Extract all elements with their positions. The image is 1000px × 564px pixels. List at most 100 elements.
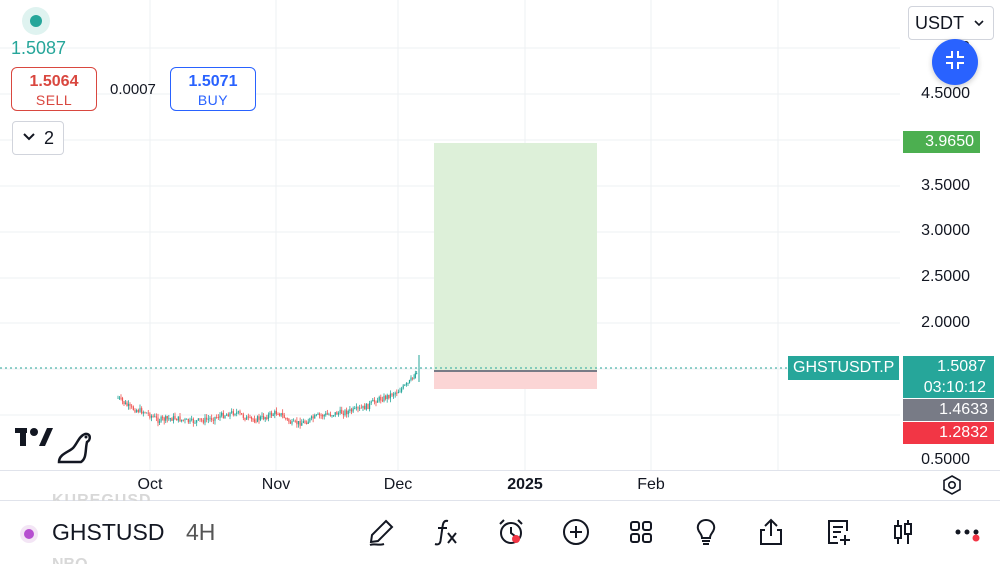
candle-body [221,412,223,416]
candle-body [234,413,236,415]
candle-body [380,396,382,401]
candle-body [365,403,367,410]
candle-body [126,402,128,406]
candle-body [134,409,136,413]
candles [117,355,420,429]
candle-body [241,413,243,415]
ideas-button[interactable] [689,515,723,549]
candle-body [237,411,239,413]
candle-body [176,418,178,421]
candle-body [341,409,343,414]
candle-body [317,413,319,415]
loss-zone[interactable] [434,371,597,389]
candle-body [227,414,229,417]
candle-body [179,416,181,422]
candle-body [242,414,244,418]
candle-body [328,414,330,416]
candle-body [256,416,259,422]
candle-body [407,383,409,384]
chart-type-button[interactable] [886,515,920,549]
candle-body [117,397,119,399]
candle-body [199,418,201,420]
behind-list-text: KUREGUSD [52,492,152,501]
candle-body [182,419,184,421]
chart-area[interactable] [0,0,900,470]
candle-body [163,417,165,421]
candle-body [325,413,327,415]
draw-button[interactable] [364,515,398,549]
candle-body [318,413,321,416]
sell-price: 1.5064 [29,73,79,90]
candle-body [186,418,188,420]
price-tick: 4.5000 [921,85,970,102]
indicators-icon [434,519,457,546]
candle-body [217,417,219,419]
layouts-icon [630,521,652,543]
candle-body [259,416,262,420]
indicators-button[interactable] [428,515,462,549]
buy-button[interactable]: 1.5071 BUY [170,67,256,111]
symbol-name[interactable]: GHSTUSD [52,519,165,545]
sell-button[interactable]: 1.5064 SELL [11,67,97,111]
candle-body [166,416,168,419]
candle-body [269,412,271,415]
candle-body [385,396,387,399]
add-icon [563,519,589,545]
chart-settings-button[interactable] [941,474,963,496]
candle-body [209,418,211,419]
candle-body [247,416,249,418]
candle-body [264,417,266,420]
watchlist-button[interactable] [821,515,855,549]
candle-body [211,418,213,420]
candle-body [286,418,288,420]
candle-body [214,416,216,421]
candle-body [121,397,124,402]
candle-body [224,415,226,419]
candle-body [293,420,295,422]
candle-body [155,416,157,418]
current-price-badge: 1.5087 03:10:12 [903,356,994,398]
candle-body [378,396,380,401]
candle-body [306,422,308,424]
profit-zone[interactable] [434,143,597,371]
candle-body [294,420,296,422]
buy-label: BUY [197,92,229,108]
candle-body [333,415,335,417]
candle-body [229,412,231,417]
more-button[interactable] [950,515,984,549]
current-price: 1.5087 [937,358,986,375]
candle-body [177,416,179,421]
candle-body [285,418,287,419]
candle-body [367,403,369,409]
add-button[interactable] [559,515,593,549]
candle-body [172,416,175,421]
exit-fullscreen-button[interactable] [932,39,978,85]
candle-body [160,416,162,422]
candle-body [141,408,143,414]
layers-count: 2 [43,127,54,148]
take-profit-badge: 3.9650 [903,131,980,153]
chart-type-icon [894,520,912,544]
candle-body [329,414,332,416]
alert-button[interactable] [494,515,528,549]
candle-body [232,411,234,415]
layouts-button[interactable] [624,515,658,549]
candle-body [124,402,127,404]
candle-body [127,404,130,406]
candle-body [192,418,194,423]
candle-body [158,421,161,423]
candle-body [301,422,303,426]
candle-body [373,399,375,402]
candle-body [219,415,221,418]
candle-body [226,414,228,416]
candle-body [249,416,251,418]
share-button[interactable] [754,515,788,549]
candle-body [362,405,364,409]
candle-body [411,377,414,379]
collapse-layers-button[interactable]: 2 [12,121,64,155]
interval[interactable]: 4H [186,519,216,545]
currency-selector[interactable]: USDT [908,6,994,40]
behind-list-text: NBQ [52,556,88,564]
time-label: Dec [383,476,413,493]
candle-body [312,416,314,419]
